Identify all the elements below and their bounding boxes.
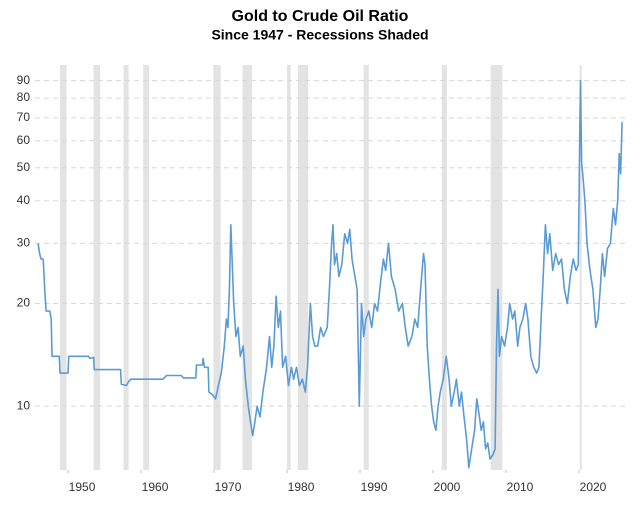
x-tick-label: 1970: [215, 480, 242, 494]
x-tick-label: 1990: [361, 480, 388, 494]
x-tick-label: 1960: [142, 480, 169, 494]
recession-band: [441, 65, 447, 470]
x-tick-label: 2020: [580, 480, 607, 494]
recession-band: [213, 65, 221, 470]
recession-band: [297, 65, 309, 470]
y-tick-label: 30: [17, 236, 31, 250]
x-tick-label: 1980: [288, 480, 315, 494]
y-tick-label: 90: [17, 73, 31, 87]
recession-band: [242, 65, 252, 470]
recession-band: [490, 65, 503, 470]
y-tick-label: 50: [17, 160, 31, 174]
recession-band: [93, 65, 101, 470]
chart-subtitle: Since 1947 - Recessions Shaded: [211, 27, 428, 43]
recession-band: [123, 65, 129, 470]
recession-band: [287, 65, 291, 470]
x-tick-label: 2000: [434, 480, 461, 494]
y-tick-label: 40: [17, 193, 31, 207]
y-tick-label: 10: [17, 398, 31, 412]
x-tick-label: 1950: [69, 480, 96, 494]
y-tick-label: 60: [17, 133, 31, 147]
y-tick-label: 70: [17, 110, 31, 124]
y-tick-label: 80: [17, 90, 31, 104]
recession-band: [143, 65, 150, 470]
recession-band: [363, 65, 369, 470]
ratio-line: [37, 79, 623, 469]
recession-band: [579, 65, 582, 470]
x-tick-label: 2010: [507, 480, 534, 494]
y-tick-label: 20: [17, 296, 31, 310]
chart-title: Gold to Crude Oil Ratio: [232, 8, 409, 25]
recession-band: [60, 65, 67, 470]
